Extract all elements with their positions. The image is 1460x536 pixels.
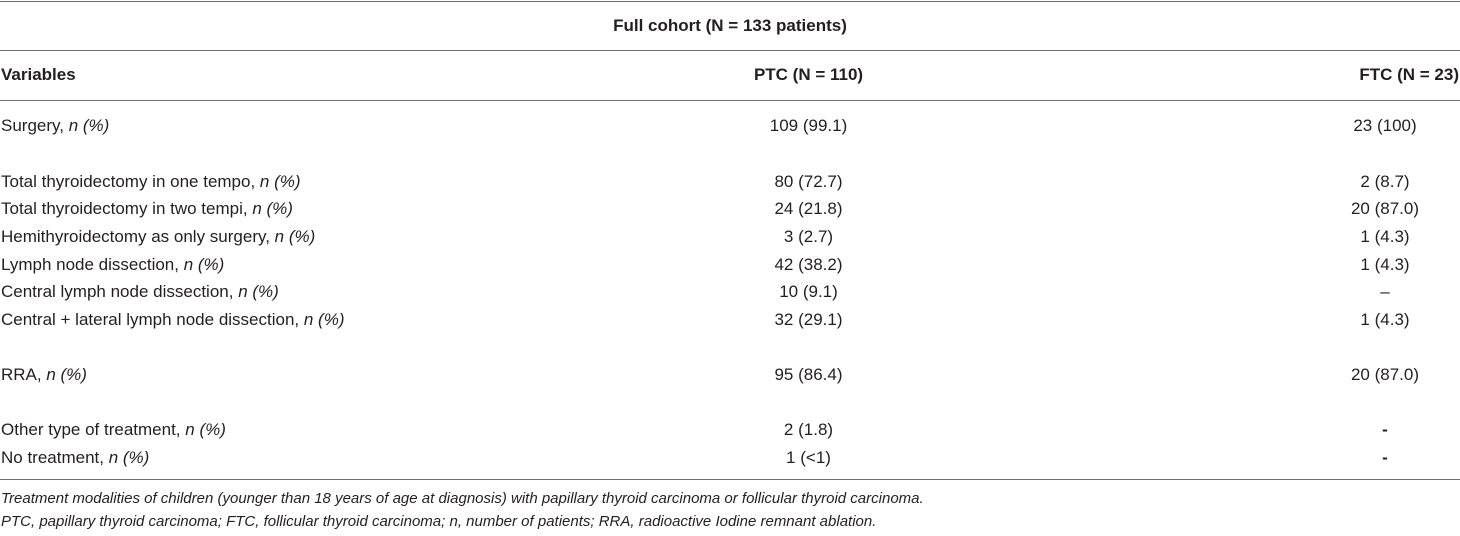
ptc-value: 32 (29.1) — [774, 310, 843, 329]
ftc-value: 1 (4.3) — [1360, 227, 1410, 246]
ftc-value: 1 (4.3) — [1360, 310, 1410, 329]
header-rule — [0, 50, 1460, 51]
ptc-value: 95 (86.4) — [774, 365, 843, 384]
table-row-total-two-tempi: Total thyroidectomy in two tempi, n (%) … — [0, 198, 1460, 222]
row-label: Central + lateral lymph node dissection,… — [1, 310, 345, 329]
abbreviations-note: PTC, papillary thyroid carcinoma; FTC, f… — [1, 513, 877, 530]
ptc-value: 1 (<1) — [786, 448, 831, 467]
ptc-value: 3 (2.7) — [783, 227, 834, 246]
table-row-central-lymph-node: Central lymph node dissection, n (%) 10 … — [0, 281, 1460, 305]
row-label: No treatment, n (%) — [1, 448, 150, 467]
ptc-value: 2 (1.8) — [783, 420, 834, 439]
header-bottom-rule — [0, 100, 1460, 101]
top-rule — [0, 1, 1460, 2]
table-row-no-treatment: No treatment, n (%) 1 (<1) - — [0, 447, 1460, 471]
table-row-central-lateral-lymph-node: Central + lateral lymph node dissection,… — [0, 309, 1460, 333]
bottom-rule — [0, 479, 1460, 480]
row-label: RRA, n (%) — [1, 365, 87, 384]
table-row-hemithyroidectomy: Hemithyroidectomy as only surgery, n (%)… — [0, 226, 1460, 250]
table-row-other-treatment: Other type of treatment, n (%) 2 (1.8) - — [0, 419, 1460, 443]
ptc-value: 109 (99.1) — [769, 116, 848, 135]
ftc-value: - — [1382, 420, 1388, 439]
table-row-rra: RRA, n (%) 95 (86.4) 20 (87.0) — [0, 364, 1460, 388]
table-row-surgery: Surgery, n (%) 109 (99.1) 23 (100) — [0, 115, 1460, 139]
ftc-value: 2 (8.7) — [1360, 172, 1410, 191]
row-label: Lymph node dissection, n (%) — [1, 255, 225, 274]
row-label: Total thyroidectomy in one tempo, n (%) — [1, 172, 301, 191]
ptc-value: 80 (72.7) — [774, 172, 843, 191]
ftc-value: – — [1380, 282, 1390, 301]
ftc-value: 1 (4.3) — [1360, 255, 1410, 274]
table-row-lymph-node-dissection: Lymph node dissection, n (%) 42 (38.2) 1… — [0, 254, 1460, 278]
row-label: Central lymph node dissection, n (%) — [1, 282, 279, 301]
ftc-value: 20 (87.0) — [1350, 199, 1420, 218]
row-label: Total thyroidectomy in two tempi, n (%) — [1, 199, 293, 218]
row-label: Other type of treatment, n (%) — [1, 420, 226, 439]
ptc-value: 42 (38.2) — [774, 255, 843, 274]
ftc-value: 23 (100) — [1353, 116, 1417, 135]
cohort-title: Full cohort (N = 133 patients) — [613, 16, 847, 35]
ftc-value: 20 (87.0) — [1350, 365, 1420, 384]
table-caption: Treatment modalities of children (younge… — [1, 490, 924, 507]
ptc-value: 10 (9.1) — [779, 282, 838, 301]
row-label: Hemithyroidectomy as only surgery, n (%) — [1, 227, 316, 246]
row-label: Surgery, n (%) — [1, 116, 110, 135]
column-header-variables: Variables — [1, 65, 76, 84]
column-header-ftc: FTC (N = 23) — [1359, 65, 1459, 84]
ftc-value: - — [1382, 448, 1388, 467]
column-header-ptc: PTC (N = 110) — [753, 65, 864, 84]
ptc-value: 24 (21.8) — [774, 199, 843, 218]
table-row-total-one-tempo: Total thyroidectomy in one tempo, n (%) … — [0, 171, 1460, 195]
